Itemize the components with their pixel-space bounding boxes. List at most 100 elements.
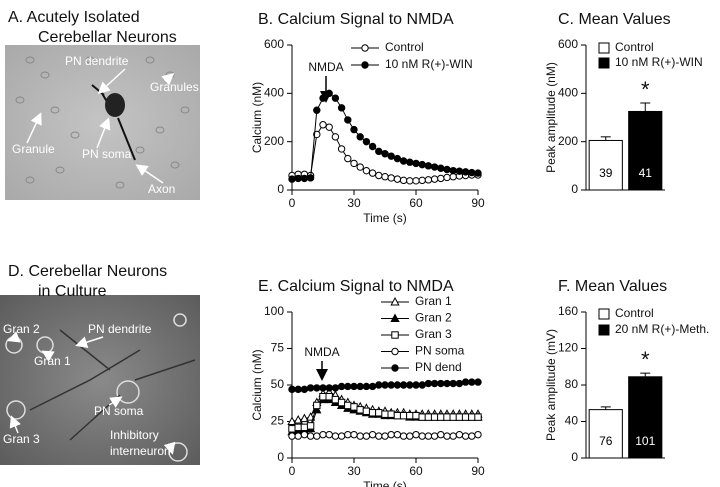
marker: [368, 142, 377, 151]
marker: [331, 94, 340, 102]
y-tick-label: 75: [271, 341, 285, 355]
marker: [350, 430, 358, 439]
marker: [319, 121, 327, 129]
marker: [468, 168, 476, 177]
marker: [443, 379, 451, 388]
y-tick-label: 200: [558, 134, 578, 148]
marker: [306, 422, 315, 430]
legend-label: Gran 3: [415, 327, 452, 341]
marker: [288, 175, 296, 183]
label-arrow: [26, 112, 42, 144]
image-label: Gran 1: [34, 354, 71, 368]
panel-title: Cerebellar Neurons: [38, 29, 177, 46]
panel-title: A. Acutely Isolated: [8, 9, 140, 26]
marker: [375, 409, 383, 417]
marker: [449, 432, 457, 440]
marker: [344, 116, 352, 124]
marker: [356, 133, 364, 141]
legend-label: Gran 1: [415, 294, 452, 308]
marker: [399, 432, 408, 440]
x-tick-label: 90: [471, 196, 485, 210]
marker: [399, 176, 408, 185]
marker: [288, 425, 296, 433]
marker: [381, 410, 389, 418]
marker: [443, 413, 451, 421]
micrograph-d: [0, 295, 200, 465]
y-tick-label: 600: [558, 37, 578, 51]
significance: *: [641, 77, 650, 102]
marker: [306, 432, 315, 440]
label-arrow: [9, 415, 21, 434]
marker: [356, 163, 364, 171]
legend-label: Control: [615, 306, 654, 320]
significance: *: [641, 347, 650, 372]
legend-label: Control: [615, 40, 654, 54]
marker: [350, 403, 358, 411]
marker: [399, 157, 408, 165]
marker: [406, 158, 414, 166]
marker: [375, 147, 383, 156]
marker: [362, 382, 371, 391]
label-arrow: [41, 350, 55, 362]
marker: [337, 432, 346, 440]
y-tick-label: 600: [264, 37, 284, 51]
x-tick-label: 30: [347, 196, 361, 210]
marker: [337, 398, 346, 407]
x-tick-label: 60: [409, 464, 423, 478]
marker: [474, 413, 482, 421]
y-axis-label: Peak amplitude (nM): [544, 62, 558, 173]
legend-label: PN dend: [415, 360, 462, 374]
marker: [461, 413, 470, 421]
marker: [387, 381, 395, 389]
image-label: Granules: [150, 80, 199, 94]
marker: [387, 174, 395, 182]
marker: [325, 430, 333, 439]
legend-label: 10 nM R(+)-WIN: [615, 55, 703, 69]
panel-title: D. Cerebellar Neurons: [8, 263, 167, 280]
marker: [362, 432, 371, 440]
marker: [455, 379, 464, 388]
marker: [443, 173, 451, 182]
bar: [588, 409, 623, 459]
panel-title: in Culture: [38, 283, 107, 300]
legend-label: PN soma: [415, 344, 465, 358]
image-label: Axon: [148, 182, 175, 196]
marker: [350, 125, 358, 134]
n-label: 41: [639, 166, 653, 180]
marker: [299, 413, 310, 423]
marker: [393, 175, 402, 183]
marker: [418, 381, 426, 389]
marker: [461, 432, 470, 440]
legend-marker: [391, 364, 399, 372]
x-tick-label: 0: [289, 196, 296, 210]
marker: [381, 150, 389, 158]
marker: [474, 378, 482, 386]
legend-label: 10 nM R(+)-WIN: [385, 57, 473, 71]
legend-marker: [390, 313, 400, 322]
y-tick-label: 400: [264, 86, 284, 100]
marker: [375, 171, 383, 180]
image-label: PN dendrite: [88, 322, 152, 336]
marker: [449, 166, 457, 175]
marker: [430, 413, 439, 421]
legend-label: Control: [385, 40, 424, 54]
marker: [424, 432, 433, 440]
legend-marker: [391, 347, 399, 356]
marker: [294, 423, 302, 432]
label-arrow: [96, 117, 111, 149]
marker: [319, 392, 327, 401]
marker: [387, 410, 395, 418]
legend-label: Gran 2: [415, 311, 452, 325]
marker: [337, 145, 346, 153]
marker: [430, 432, 439, 440]
marker: [424, 176, 433, 184]
marker: [399, 411, 408, 420]
marker: [331, 384, 340, 392]
marker: [418, 413, 426, 421]
marker: [449, 379, 457, 388]
marker: [337, 382, 346, 391]
legend-marker: [361, 61, 369, 69]
y-tick-label: 100: [264, 304, 284, 318]
marker: [443, 432, 451, 440]
marker: [331, 133, 340, 141]
